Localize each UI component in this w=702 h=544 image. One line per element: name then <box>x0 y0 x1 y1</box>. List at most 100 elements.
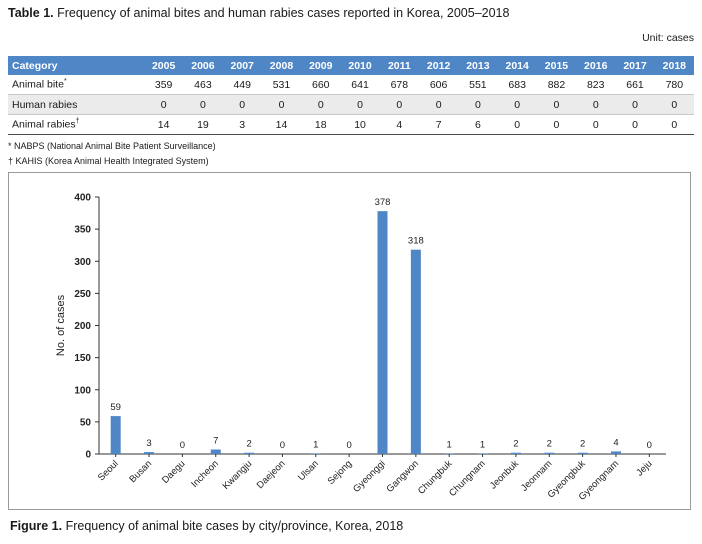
table-header-year: 2012 <box>426 59 451 72</box>
table-row: Human rabies 0 0 0 0 0 0 0 0 0 0 0 0 0 0 <box>8 94 694 115</box>
row-label-text: Animal bite <box>12 78 64 91</box>
table-cell: 6 <box>474 118 481 131</box>
table-cell: 661 <box>626 78 644 91</box>
table-cell: 7 <box>435 118 442 131</box>
table-cell: 14 <box>157 118 170 131</box>
table-cell: 463 <box>194 78 212 91</box>
table-cell: 660 <box>312 78 330 91</box>
data-label: 0 <box>280 440 285 451</box>
table-header-year: 2010 <box>348 59 372 72</box>
table-row-label: Animal rabies† <box>8 115 144 135</box>
bar <box>310 453 321 454</box>
table-header-year: 2014 <box>505 59 529 72</box>
table-cell: 0 <box>553 118 560 131</box>
table-cell: 551 <box>469 78 487 91</box>
bar <box>477 453 488 454</box>
bar <box>577 452 588 454</box>
table-cell: 0 <box>200 98 206 111</box>
table-cell: 678 <box>390 78 409 91</box>
y-tick-label: 0 <box>85 450 91 461</box>
table-cell: 0 <box>514 98 521 111</box>
x-tick-label: Busan <box>127 458 154 485</box>
bar <box>510 452 521 454</box>
x-tick-label: Gyeonggi <box>351 458 388 495</box>
table-cell: 0 <box>671 98 678 111</box>
table-row-label: Human rabies <box>8 95 144 115</box>
bar <box>610 451 621 454</box>
table-row-label: Animal bite* <box>8 75 144 95</box>
frequency-table: Category 2005 2006 2007 2008 2009 2010 2011 2012… <box>8 56 694 135</box>
table-cell: 0 <box>474 98 481 111</box>
table-cell: 531 <box>272 78 291 91</box>
x-tick-label: Sejong <box>326 458 355 487</box>
table-cell: 449 <box>233 78 251 91</box>
figure-caption-label: Figure 1. <box>10 519 63 533</box>
data-label: 0 <box>180 440 185 451</box>
table-body: Animal bite* 359 463 449 531 660 641 678 606 551 6… <box>8 75 694 135</box>
x-tick-label: Chungnam <box>447 458 488 499</box>
table-cell: 0 <box>553 98 560 111</box>
table-note-nabps: * NABPS (National Animal Bite Patient Su… <box>8 141 216 151</box>
x-tick-label: Daejeon <box>255 458 288 491</box>
data-label: 3 <box>146 438 151 449</box>
y-tick-label: 250 <box>74 289 91 300</box>
table-header-year: 2017 <box>623 59 647 72</box>
data-label: 318 <box>408 236 424 247</box>
bar <box>377 211 388 454</box>
bar <box>244 452 255 454</box>
data-label: 0 <box>346 440 351 451</box>
data-label: 2 <box>513 439 518 450</box>
y-tick-label: 100 <box>74 385 91 396</box>
data-label: 7 <box>213 436 218 447</box>
table-title-label: Table 1. <box>8 6 54 20</box>
table-header-row: Category 2005 2006 2007 2008 2009 2010 2011 2012… <box>8 56 694 75</box>
table-cell: 0 <box>278 98 285 111</box>
data-label: 378 <box>375 197 391 208</box>
table-cell: 683 <box>508 78 526 91</box>
data-label: 2 <box>547 439 552 450</box>
table-cell: 4 <box>396 118 403 131</box>
y-tick-label: 50 <box>80 417 92 428</box>
y-tick-label: 150 <box>74 353 91 364</box>
table-cell: 0 <box>239 98 246 111</box>
data-label: 2 <box>246 439 251 450</box>
footnote-mark: * <box>63 78 67 86</box>
table-cell: 0 <box>632 118 638 131</box>
table-cell: 882 <box>547 78 566 91</box>
table-cell: 0 <box>671 118 678 131</box>
bar <box>210 449 221 454</box>
table-cell: 606 <box>429 78 448 91</box>
table-cell: 823 <box>586 78 605 91</box>
table-cell: 0 <box>396 98 403 111</box>
x-tick-label: Daegu <box>160 458 188 486</box>
table-cell: 0 <box>592 98 599 111</box>
figure-panel: 0 50 100 150 200 250 300 350 400 No. of cases 59 Se… <box>8 172 691 510</box>
table-row: Animal rabies† 14 19 3 14 18 10 4 7 6 0 0 0 0 0 <box>8 115 694 135</box>
table-cell: 14 <box>275 118 288 131</box>
table-cell: 359 <box>154 78 173 91</box>
figure-caption: Figure 1. Frequency of animal bite cases… <box>10 519 403 533</box>
table-header-year: 2016 <box>584 59 608 72</box>
table-title: Table 1. Frequency of animal bites and h… <box>8 6 509 20</box>
figure-caption-text: Frequency of animal bite cases by city/p… <box>62 519 404 533</box>
table-header-year: 2018 <box>662 59 686 72</box>
table-header-year: 2015 <box>544 59 569 72</box>
y-tick-label: 300 <box>74 257 91 268</box>
table-cell: 0 <box>514 118 521 131</box>
data-label: 59 <box>110 402 121 413</box>
table-cell: 0 <box>632 98 638 111</box>
table-cell: 641 <box>351 78 369 91</box>
table-header-category: Category <box>12 59 58 72</box>
bar <box>444 453 455 454</box>
table-cell: 19 <box>197 118 209 131</box>
table-cell: 780 <box>665 78 684 91</box>
y-axis-label: No. of cases <box>55 294 67 356</box>
table-note-kahis: † KAHIS (Korea Animal Health Integrated … <box>8 156 209 166</box>
x-tick-label: Jeju <box>634 458 654 478</box>
table-header-year: 2005 <box>151 59 176 72</box>
table-cell: 0 <box>160 98 167 111</box>
table-cell: 0 <box>435 98 442 111</box>
table-unit: Unit: cases <box>642 32 694 44</box>
data-label: 1 <box>447 439 452 450</box>
